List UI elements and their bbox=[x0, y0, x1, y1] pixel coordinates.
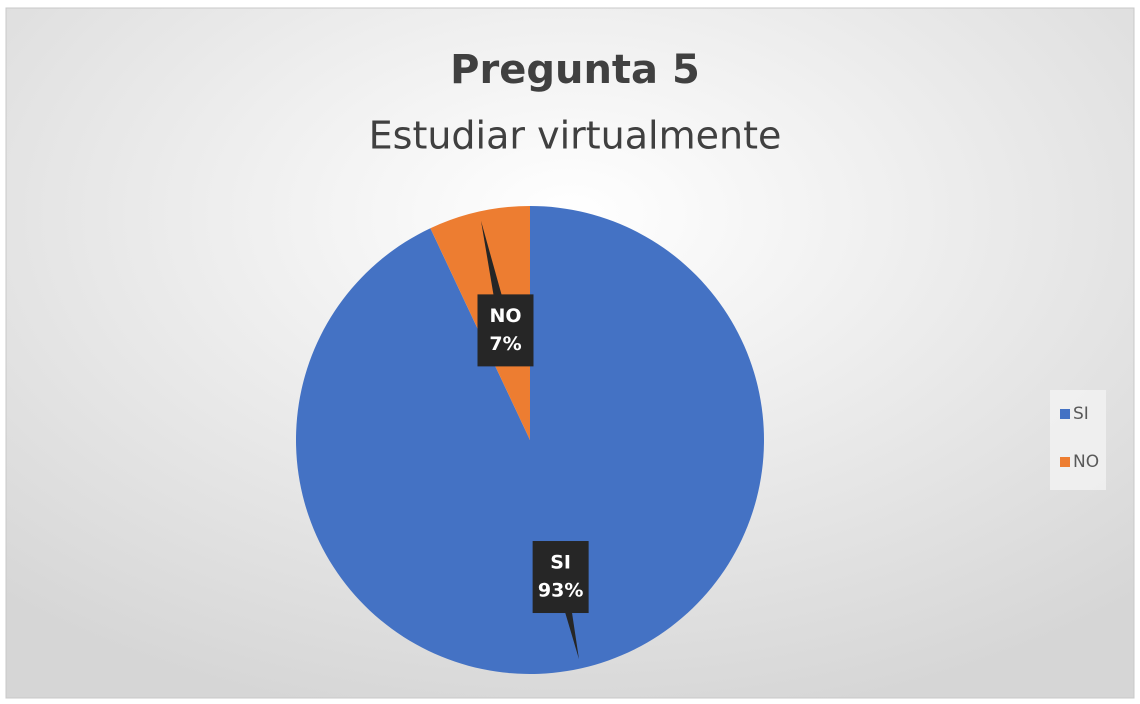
chart-subtitle: Estudiar virtualmente bbox=[369, 114, 782, 158]
legend-swatch bbox=[1060, 457, 1070, 467]
pie-slice bbox=[296, 206, 765, 675]
data-label-box bbox=[477, 294, 534, 367]
legend-box bbox=[1050, 390, 1106, 490]
data-label-box bbox=[532, 541, 589, 614]
legend-swatch bbox=[1060, 409, 1070, 419]
data-label-value: 7% bbox=[489, 333, 521, 355]
chart-title: Pregunta 5 bbox=[450, 47, 700, 93]
legend-label: NO bbox=[1073, 452, 1099, 472]
data-label-pointer bbox=[480, 220, 512, 331]
data-label-name: SI bbox=[550, 552, 571, 574]
legend: SI NO bbox=[1050, 390, 1106, 490]
legend-label: SI bbox=[1073, 404, 1089, 424]
data-label-value: 93% bbox=[538, 580, 583, 602]
data-label-name: NO bbox=[489, 305, 521, 327]
